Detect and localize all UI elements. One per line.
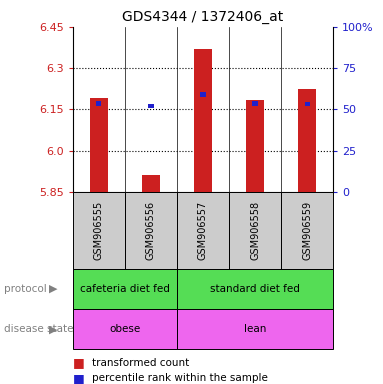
Bar: [252, 101, 258, 106]
Text: GSM906558: GSM906558: [250, 201, 260, 260]
Bar: [73, 192, 125, 269]
Text: disease state: disease state: [4, 324, 73, 334]
Text: obese: obese: [109, 324, 141, 334]
Bar: [90, 98, 108, 192]
Bar: [177, 309, 333, 349]
Title: GDS4344 / 1372406_at: GDS4344 / 1372406_at: [122, 10, 284, 25]
Text: lean: lean: [244, 324, 266, 334]
Text: GSM906555: GSM906555: [94, 201, 104, 260]
Text: protocol: protocol: [4, 284, 47, 294]
Bar: [229, 192, 281, 269]
Bar: [125, 192, 177, 269]
Text: GSM906556: GSM906556: [146, 201, 156, 260]
Text: percentile rank within the sample: percentile rank within the sample: [92, 373, 268, 383]
Bar: [96, 101, 101, 106]
Text: ▶: ▶: [49, 284, 58, 294]
Bar: [194, 49, 212, 192]
Bar: [177, 192, 229, 269]
Text: GSM906559: GSM906559: [302, 201, 312, 260]
Bar: [148, 104, 154, 108]
Bar: [177, 269, 333, 309]
Text: ■: ■: [73, 372, 85, 384]
Bar: [142, 175, 160, 192]
Bar: [73, 309, 177, 349]
Text: transformed count: transformed count: [92, 358, 189, 368]
Text: ▶: ▶: [49, 324, 58, 334]
Bar: [281, 192, 333, 269]
Text: cafeteria diet fed: cafeteria diet fed: [80, 284, 170, 294]
Bar: [298, 89, 316, 192]
Bar: [304, 102, 310, 106]
Text: GSM906557: GSM906557: [198, 201, 208, 260]
Text: standard diet fed: standard diet fed: [210, 284, 300, 294]
Bar: [73, 269, 177, 309]
Text: ■: ■: [73, 356, 85, 369]
Bar: [246, 100, 264, 192]
Bar: [200, 92, 206, 97]
